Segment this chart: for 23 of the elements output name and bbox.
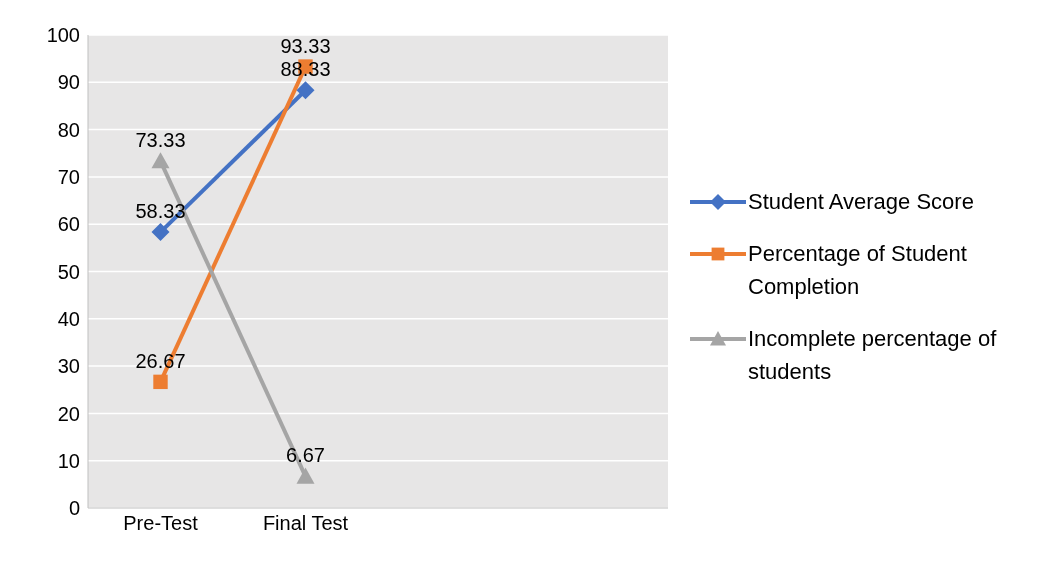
- point: [153, 374, 168, 390]
- y-tick-label: 10: [57, 449, 80, 472]
- y-tick-label: 40: [57, 307, 80, 330]
- y-tick-label: 70: [57, 166, 80, 188]
- y-tick-label: 100: [46, 24, 80, 47]
- y-tick-label: 80: [57, 118, 80, 141]
- y-tick-label: 0: [68, 497, 80, 520]
- data-label: 93.33: [280, 34, 331, 57]
- point: [296, 81, 315, 100]
- x-tick-label: Final Test: [262, 512, 349, 535]
- legend-label: Percentage of Student Completion: [748, 240, 968, 301]
- legend-label: Incomplete percentage of students: [748, 325, 998, 386]
- y-tick-label: 20: [57, 402, 80, 425]
- data-label: 58.33: [135, 200, 186, 223]
- x-tick-label: Pre-Test: [123, 512, 199, 535]
- data-label: 73.33: [135, 129, 186, 152]
- y-tick-label: 90: [57, 71, 80, 94]
- y-tick-label: 60: [57, 213, 80, 236]
- legend-label: Student Average Score: [748, 188, 974, 216]
- y-tick-label: 50: [57, 260, 80, 283]
- data-label: 6.67: [286, 444, 325, 467]
- y-tick-label: 30: [57, 355, 80, 378]
- point: [151, 223, 170, 242]
